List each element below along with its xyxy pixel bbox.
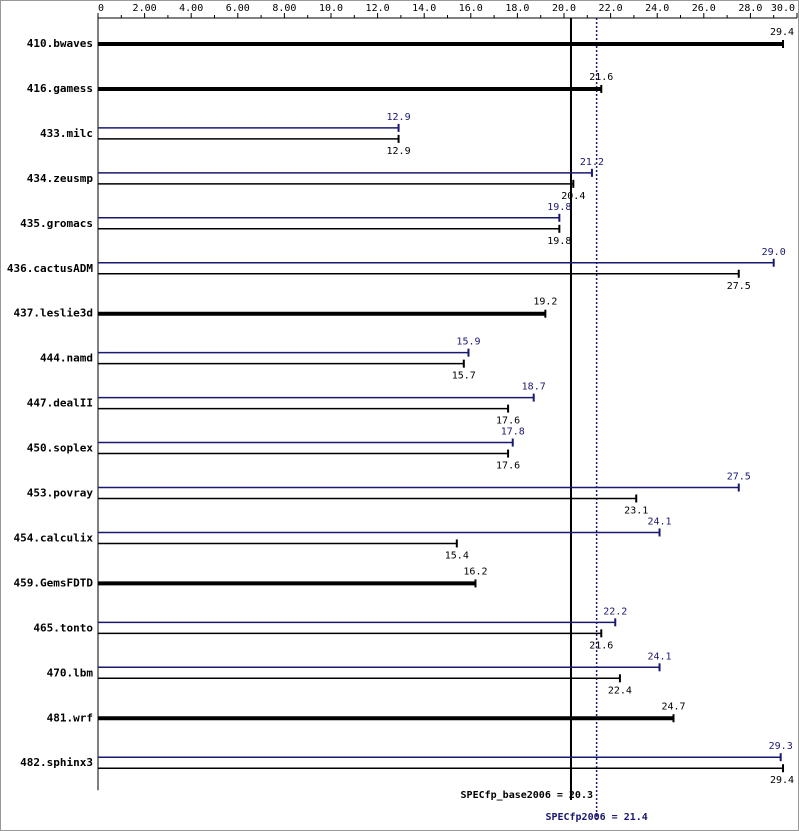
value-label: 24.1 <box>647 651 671 662</box>
category-label: 416.gamess <box>27 82 93 95</box>
value-label: 12.9 <box>387 112 411 123</box>
category-label: 444.namd <box>40 352 93 365</box>
value-label: 29.3 <box>769 741 793 752</box>
category-label: 459.GemsFDTD <box>14 576 94 589</box>
x-tick-label: 22.0 <box>599 3 623 14</box>
value-label: 24.7 <box>661 701 685 712</box>
x-tick-label: 20.0 <box>552 3 576 14</box>
x-tick-label: 12.0 <box>366 3 390 14</box>
category-label: 454.calculix <box>14 531 94 544</box>
value-label: 17.6 <box>496 461 520 472</box>
value-label: 15.9 <box>456 337 480 348</box>
category-label: 447.dealII <box>27 397 93 410</box>
value-label: 12.9 <box>387 146 411 157</box>
category-label: 437.leslie3d <box>14 307 93 320</box>
reference-label: SPECfp2006 = 21.4 <box>545 812 647 823</box>
category-label: 433.milc <box>40 127 93 140</box>
value-label: 19.8 <box>547 236 571 247</box>
value-label: 15.7 <box>452 371 476 382</box>
x-tick-label: 10.0 <box>319 3 343 14</box>
value-label: 18.7 <box>522 382 546 393</box>
value-label: 29.4 <box>770 27 794 38</box>
value-label: 29.4 <box>770 775 794 786</box>
x-tick-label: 0 <box>98 3 104 14</box>
category-label: 453.povray <box>27 487 94 500</box>
value-label: 21.6 <box>589 640 613 651</box>
x-tick-label: 14.0 <box>412 3 436 14</box>
category-label: 450.soplex <box>27 442 94 455</box>
value-label: 19.2 <box>533 297 557 308</box>
value-label: 16.2 <box>463 566 487 577</box>
category-label: 465.tonto <box>33 621 93 634</box>
x-tick-label: 18.0 <box>505 3 529 14</box>
x-tick-label: 8.00 <box>272 3 296 14</box>
x-tick-label: 28.0 <box>738 3 762 14</box>
value-label: 22.2 <box>603 606 627 617</box>
x-tick-label: 24.0 <box>645 3 669 14</box>
value-label: 19.8 <box>547 202 571 213</box>
x-tick-label: 4.00 <box>179 3 203 14</box>
category-label: 410.bwaves <box>27 37 93 50</box>
x-tick-label: 16.0 <box>459 3 483 14</box>
x-tick-label: 30.0 <box>771 3 795 14</box>
category-label: 436.cactusADM <box>7 262 93 275</box>
value-label: 20.4 <box>561 191 585 202</box>
category-label: 482.sphinx3 <box>20 756 93 769</box>
value-label: 24.1 <box>647 516 671 527</box>
value-label: 23.1 <box>624 506 648 517</box>
reference-label: SPECfp_base2006 = 20.3 <box>461 790 593 801</box>
category-label: 434.zeusmp <box>27 172 94 185</box>
x-tick-label: 6.00 <box>226 3 250 14</box>
x-tick-label: 2.00 <box>133 3 157 14</box>
value-label: 15.4 <box>445 550 469 561</box>
value-label: 21.6 <box>589 72 613 83</box>
value-label: 21.2 <box>580 157 604 168</box>
category-label: 481.wrf <box>47 711 93 724</box>
value-label: 17.8 <box>501 427 525 438</box>
category-label: 435.gromacs <box>20 217 93 230</box>
value-label: 27.5 <box>727 281 751 292</box>
x-tick-label: 26.0 <box>692 3 716 14</box>
value-label: 22.4 <box>608 685 632 696</box>
value-label: 17.6 <box>496 416 520 427</box>
category-label: 470.lbm <box>47 666 94 679</box>
value-label: 27.5 <box>727 472 751 483</box>
value-label: 29.0 <box>762 247 786 258</box>
